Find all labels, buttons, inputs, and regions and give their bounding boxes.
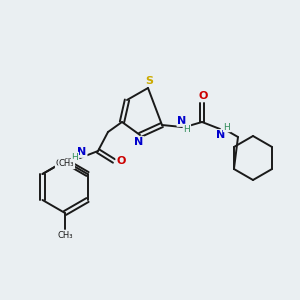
Text: CH₃: CH₃	[57, 232, 73, 241]
Text: H: H	[224, 122, 230, 131]
Text: O: O	[116, 156, 126, 166]
Text: CH₃: CH₃	[59, 160, 74, 169]
Text: S: S	[145, 76, 153, 86]
Text: N: N	[77, 147, 87, 157]
Text: N: N	[134, 137, 144, 147]
Text: H: H	[72, 152, 78, 161]
Text: CH₃: CH₃	[56, 160, 71, 169]
Text: O: O	[198, 91, 208, 101]
Text: N: N	[216, 130, 226, 140]
Text: N: N	[177, 116, 187, 126]
Text: H: H	[184, 124, 190, 134]
